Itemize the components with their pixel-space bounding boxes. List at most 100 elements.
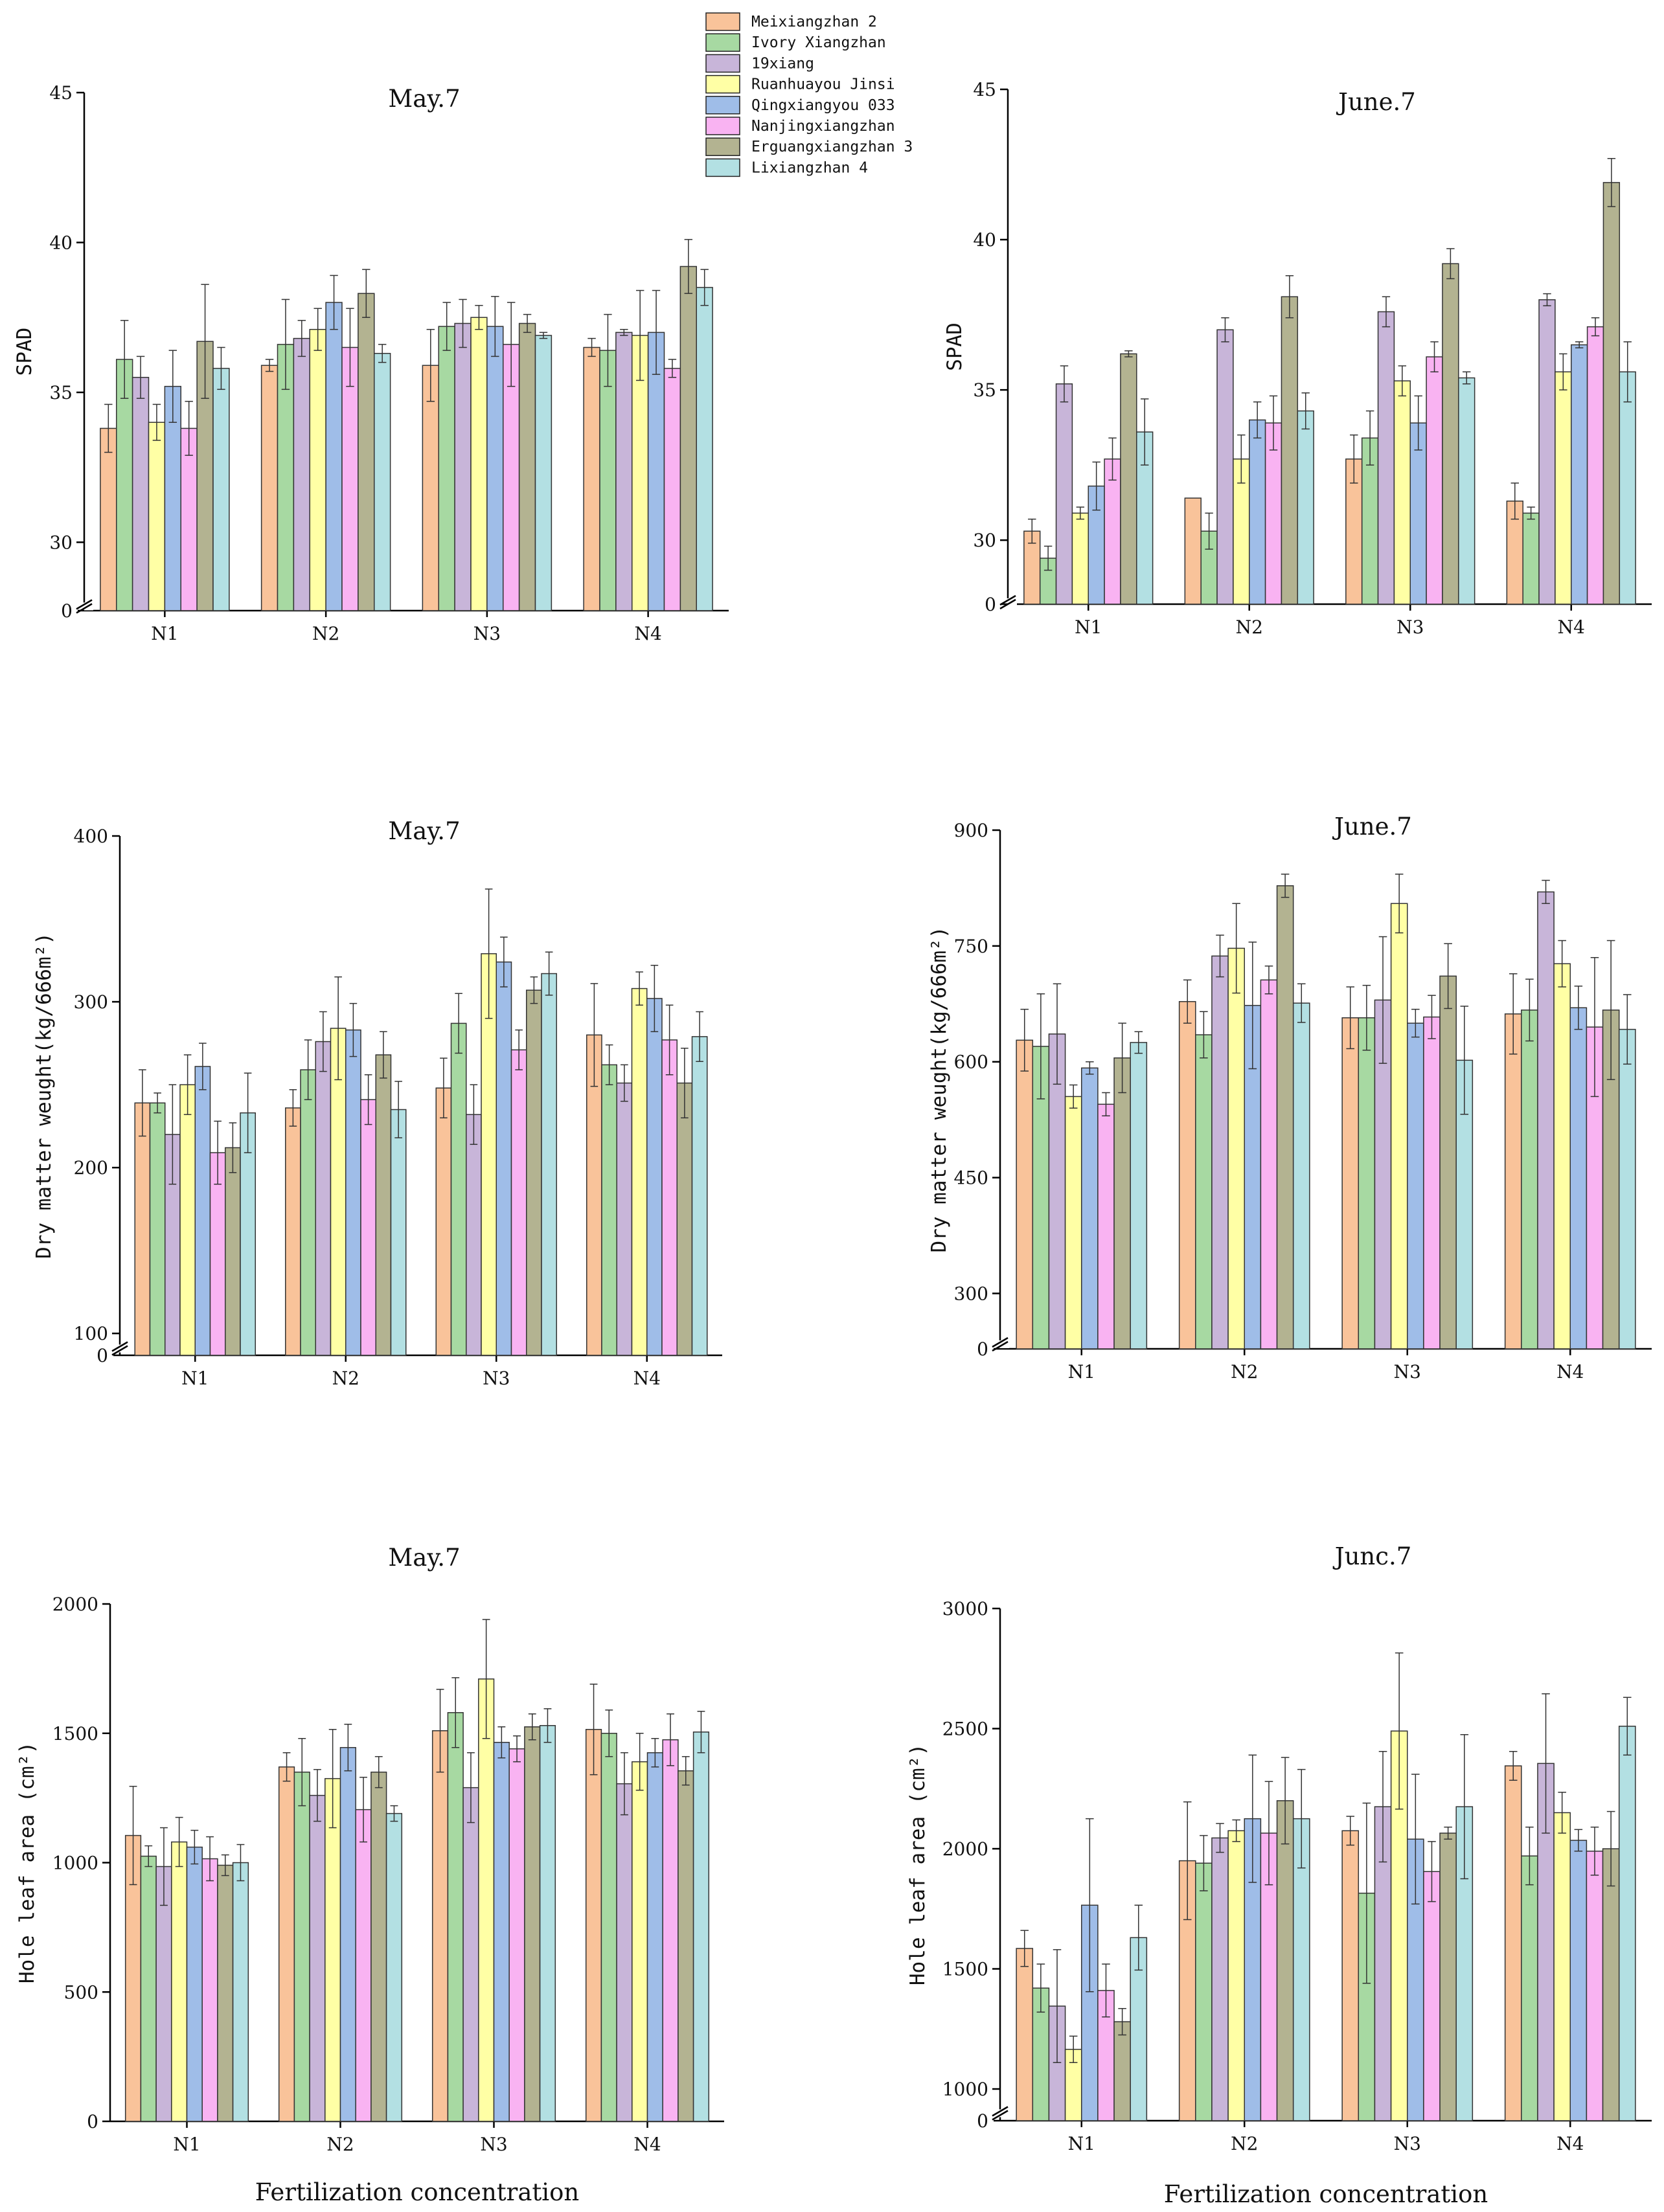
bar-n3-series-3: [462, 1787, 479, 2122]
bar-n2-series-7: [1276, 1800, 1294, 2121]
bar-n1-series-2: [149, 1102, 166, 1356]
bar-n3-series-7: [518, 322, 536, 611]
bar-n4-series-6: [663, 368, 681, 611]
bar-n3-series-6: [1423, 1016, 1441, 1349]
bar-n4-series-6: [1586, 326, 1604, 605]
bar-n4-series-2: [601, 1064, 617, 1356]
bar-n1-series-1: [1016, 1948, 1034, 2121]
bar-n2-series-3: [293, 337, 310, 611]
bar-n3-series-1: [1341, 1830, 1360, 2121]
chart-title: June.7: [1336, 88, 1416, 116]
x-tick-label-n2: N2: [312, 623, 339, 644]
bar-n1-series-2: [1032, 1987, 1050, 2121]
bar-n4-series-6: [661, 1039, 678, 1356]
bar-n2-series-2: [1195, 1862, 1213, 2121]
bar-n3-series-2: [438, 326, 455, 611]
bar-n3-series-7: [526, 989, 542, 1356]
bar-n1-series-7: [1113, 1057, 1131, 1349]
legend-swatch-3: [705, 54, 740, 73]
bar-n1-series-5: [1081, 1067, 1099, 1349]
x-tick-label-n3: N3: [1394, 2133, 1421, 2154]
legend-label-2: Ivory Xiangzhan: [751, 34, 886, 51]
bar-n4-series-1: [1504, 1765, 1522, 2121]
bar-n4-series-2: [1521, 1855, 1538, 2121]
axis-break-mark: [111, 1345, 128, 1356]
y-tick-label: 2000: [52, 1594, 98, 1615]
bar-n3-series-3: [466, 1114, 482, 1356]
x-tick-label-n4: N4: [1558, 616, 1585, 638]
bar-n2-series-8: [1292, 1818, 1310, 2121]
bar-n3-series-2: [447, 1712, 464, 2122]
bar-n4-series-5: [1571, 344, 1588, 605]
legend-swatch-1: [705, 12, 740, 31]
bar-n2-series-8: [390, 1109, 407, 1356]
chart-title: May.7: [388, 817, 460, 845]
bar-n2-series-1: [1184, 497, 1202, 605]
y-tick-label: 750: [954, 936, 988, 957]
y-tick-label: 40: [973, 229, 996, 251]
axis-break-gap: [75, 602, 93, 611]
y-tick-label: 1500: [52, 1723, 98, 1744]
bar-n3-series-2: [1358, 1017, 1376, 1349]
x-tick-label-n1: N1: [1075, 616, 1102, 638]
x-tick-label-n4: N4: [1556, 2133, 1584, 2154]
x-axis-label: Fertilization concentration: [255, 2178, 579, 2206]
legend-label-6: Nanjingxiangzhan: [751, 118, 895, 135]
bar-n4-series-7: [1602, 182, 1621, 605]
bar-n3-series-3: [454, 322, 472, 611]
bar-n1-series-7: [225, 1147, 241, 1356]
bar-n2-series-6: [1260, 979, 1278, 1349]
bar-n4-series-8: [1618, 1028, 1636, 1349]
bar-n3-series-5: [496, 961, 512, 1356]
legend-label-5: Qingxiangyou 033: [751, 97, 895, 114]
bar-n3-series-8: [534, 335, 553, 611]
y-tick-label: 35: [49, 382, 73, 403]
chart-panel-5: May.7 0 500 1000 1500 2000 Hole leaf area (cm²…: [16, 1544, 724, 2206]
bar-n4-series-2: [599, 350, 617, 611]
bar-n1-series-4: [171, 1841, 188, 2122]
legend-label-1: Meixiangzhan 2: [751, 14, 877, 30]
bar-n1-series-4: [1071, 512, 1089, 605]
bar-n3-series-6: [1426, 356, 1443, 605]
x-tick-label-n1: N1: [181, 1368, 209, 1389]
legend: Meixiangzhan 2 Ivory Xiangzhan 19xiang Ruan…: [705, 12, 913, 177]
bar-n4-series-6: [662, 1739, 679, 2122]
y-axis-label: Hole leaf area (cm²): [906, 1744, 929, 1985]
bar-n2-series-8: [1292, 1002, 1310, 1349]
axis-break-mark: [999, 594, 1016, 606]
bar-n2-series-4: [309, 328, 326, 611]
bar-n3-series-2: [1361, 437, 1379, 605]
bar-n1-series-1: [134, 1102, 151, 1356]
y-axis-label: SPAD: [943, 322, 966, 371]
bar-n4-series-3: [616, 1783, 633, 2122]
bar-n1-series-6: [1097, 1103, 1115, 1349]
y-zero-label: 0: [985, 594, 996, 615]
bar-n1-series-8: [232, 1862, 249, 2122]
chart-title: June.7: [1332, 813, 1412, 841]
bar-n4-series-4: [1555, 371, 1572, 605]
bar-n3-series-8: [1458, 377, 1476, 605]
bar-n4-series-3: [615, 332, 633, 611]
bar-n2-series-7: [375, 1054, 392, 1356]
bar-n2-series-1: [285, 1107, 301, 1356]
y-axis-label: Hole leaf area (cm²): [16, 1742, 39, 1983]
y-zero-label: 0: [977, 1338, 988, 1360]
bar-n4-series-4: [631, 988, 648, 1356]
bar-n3-series-6: [1423, 1871, 1441, 2121]
bar-n2-series-7: [358, 293, 375, 611]
bar-n4-series-5: [646, 1752, 663, 2122]
x-tick-label-n3: N3: [473, 623, 501, 644]
legend-swatch-8: [705, 158, 740, 177]
bar-n4-series-7: [678, 1770, 694, 2122]
y-tick-label: 3000: [942, 1598, 988, 1620]
bar-n1-series-4: [179, 1084, 196, 1356]
y-tick-label: 0: [87, 2111, 98, 2132]
bar-n1-series-1: [1016, 1039, 1034, 1349]
bar-n4-series-6: [1586, 1850, 1604, 2121]
axis-break-gap: [991, 1340, 1009, 1348]
y-axis-label: SPAD: [13, 328, 36, 376]
y-tick-label: 2500: [942, 1719, 988, 1740]
axis-break-mark: [992, 2110, 1009, 2121]
